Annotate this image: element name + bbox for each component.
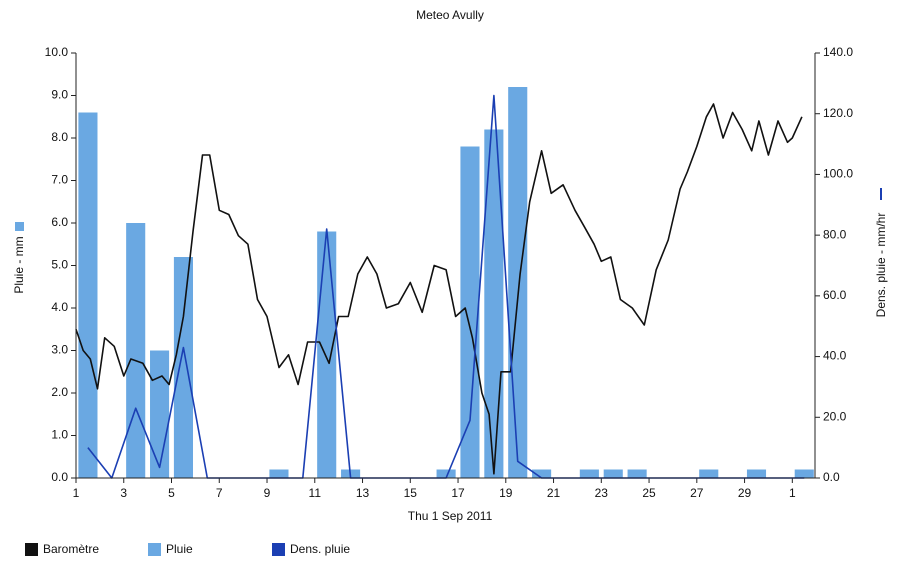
x-tick-label: 11 xyxy=(309,486,322,500)
legend-swatch xyxy=(148,543,161,556)
bar xyxy=(436,469,456,478)
y2-tick-label: 0.0 xyxy=(823,470,840,484)
bar xyxy=(603,469,623,478)
x-tick-label: 7 xyxy=(216,486,223,500)
bar xyxy=(173,257,193,478)
bar xyxy=(317,231,337,478)
axis-marker xyxy=(15,222,24,231)
x-tick-label: 27 xyxy=(690,486,704,500)
x-tick-label: 19 xyxy=(499,486,513,500)
bar xyxy=(484,129,504,478)
y2-tick-label: 40.0 xyxy=(823,349,847,363)
x-tick-label: 1 xyxy=(789,486,796,500)
bar xyxy=(627,469,647,478)
x-tick-label: 5 xyxy=(168,486,175,500)
line xyxy=(75,103,803,475)
y-tick-label: 7.0 xyxy=(51,173,68,187)
bar xyxy=(746,469,767,478)
x-tick-label: 13 xyxy=(356,486,370,500)
y2-tick-label: 60.0 xyxy=(823,288,847,302)
x-tick-label: 15 xyxy=(404,486,418,500)
y-tick-label: 10.0 xyxy=(45,45,69,59)
x-tick-label: 21 xyxy=(547,486,561,500)
x-tick-label: 3 xyxy=(120,486,127,500)
x-tick-label: 23 xyxy=(595,486,609,500)
bar xyxy=(794,469,814,478)
y-tick-label: 6.0 xyxy=(51,215,68,229)
legend-label: Dens. pluie xyxy=(290,542,350,556)
y-tick-label: 2.0 xyxy=(51,385,68,399)
bar xyxy=(699,469,719,478)
y-tick-label: 4.0 xyxy=(51,300,68,314)
legend-swatch xyxy=(272,543,285,556)
x-tick-label: 17 xyxy=(451,486,465,500)
x-tick-label: 25 xyxy=(642,486,656,500)
bar xyxy=(579,469,599,478)
y2-tick-label: 100.0 xyxy=(823,167,853,181)
y-tick-label: 8.0 xyxy=(51,130,68,144)
bar xyxy=(460,146,480,478)
bar xyxy=(150,350,170,478)
x-tick-label: 29 xyxy=(738,486,752,500)
x-axis-label: Thu 1 Sep 2011 xyxy=(408,509,493,523)
legend-label: Pluie xyxy=(166,542,193,556)
y2-axis-label: Dens. pluie - mm/hr xyxy=(874,213,888,318)
x-tick-label: 1 xyxy=(73,486,80,500)
bar xyxy=(269,469,289,478)
y-tick-label: 3.0 xyxy=(51,343,68,357)
bar xyxy=(126,223,146,478)
y-tick-label: 5.0 xyxy=(51,258,68,272)
y-tick-label: 1.0 xyxy=(51,428,68,442)
legend-label: Baromètre xyxy=(43,542,99,556)
y-axis-label: Pluie - mm xyxy=(12,236,26,293)
legend-swatch xyxy=(25,543,38,556)
bar xyxy=(508,87,528,478)
y2-tick-label: 20.0 xyxy=(823,409,847,423)
y2-tick-label: 120.0 xyxy=(823,106,853,120)
y-tick-label: 9.0 xyxy=(51,88,68,102)
y2-tick-label: 80.0 xyxy=(823,227,847,241)
bar xyxy=(78,112,98,478)
chart-title: Meteo Avully xyxy=(416,8,484,22)
y-tick-label: 0.0 xyxy=(51,470,68,484)
x-tick-label: 9 xyxy=(264,486,271,500)
y2-tick-label: 140.0 xyxy=(823,45,853,59)
bar xyxy=(532,469,552,478)
